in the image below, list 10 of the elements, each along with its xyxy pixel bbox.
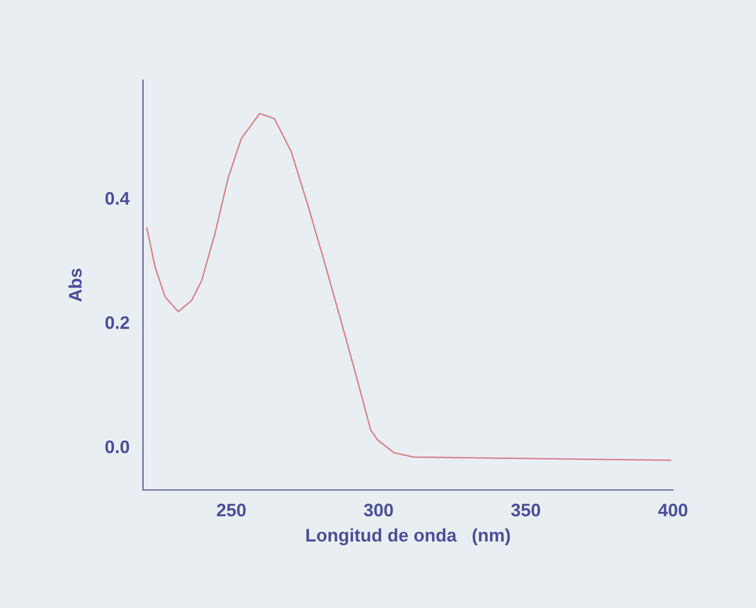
- y-tick-label: 0.4: [105, 192, 130, 205]
- y-tick-label: 0.2: [105, 316, 130, 329]
- y-tick-label: 0.0: [105, 440, 130, 454]
- x-tick-label: 300: [364, 504, 393, 516]
- x-tick-label: 350: [511, 504, 540, 516]
- x-tick-label: 250: [216, 504, 246, 516]
- x-tick-label: 400: [658, 504, 688, 516]
- line-series: [146, 112, 672, 461]
- y-axis-title: Abs: [68, 268, 82, 302]
- x-axis-title: Longitud de onda (nm): [306, 528, 510, 546]
